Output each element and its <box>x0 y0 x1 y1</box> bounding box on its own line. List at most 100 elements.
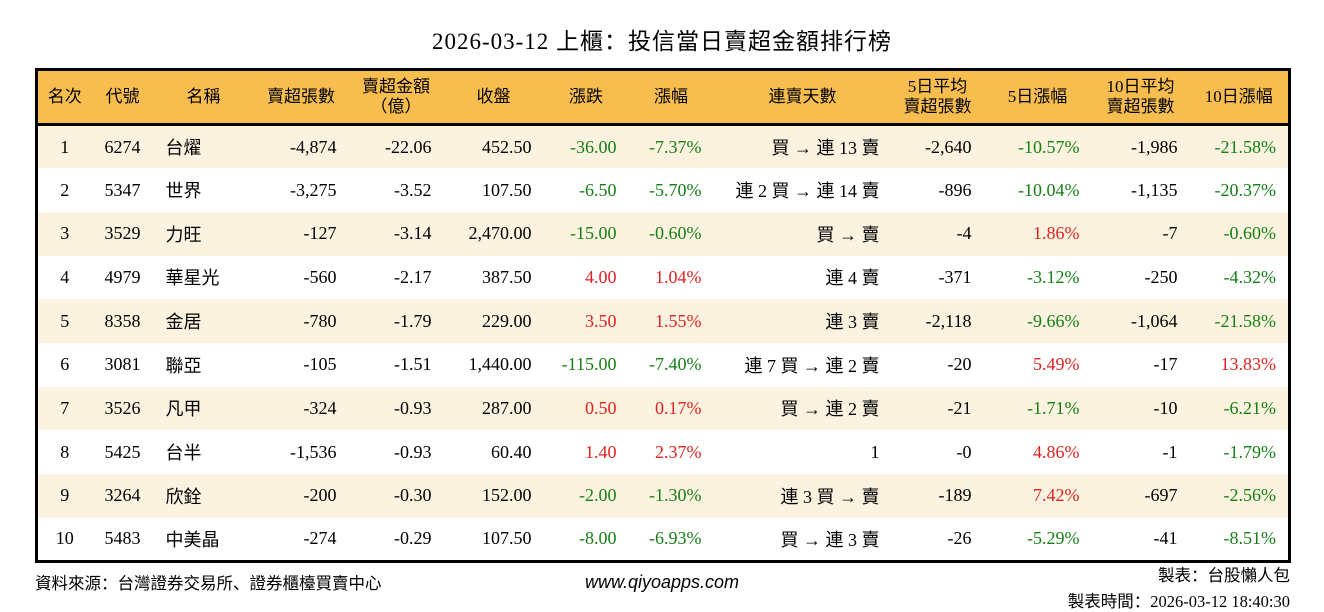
cell-avg5: -2,118 <box>925 310 972 331</box>
cell-pct5: -10.57% <box>1018 136 1080 157</box>
cell-close: 287.00 <box>482 397 532 418</box>
cell-code: 3529 <box>104 223 141 244</box>
cell-sell_amt: -1.51 <box>394 354 432 375</box>
cell-pct5: -3.12% <box>1027 266 1080 287</box>
cell-name: 世界 <box>165 181 202 202</box>
cell-code: 3081 <box>104 354 141 375</box>
cell-avg10: -17 <box>1153 354 1178 375</box>
cell-sell_vol: -4,874 <box>290 136 337 157</box>
table-row: 8 5425 台半 -1,536 -0.93 60.40 1.40 2.37% 1 -0 4.86%… <box>36 430 1290 474</box>
table-row: 10 5483 中美晶 -274 -0.29 107.50 -8.00 -6.93% 買 → 連… <box>36 517 1290 562</box>
column-header-sell_vol: 賣超張數 <box>253 69 349 126</box>
cell-streak: 買 → 連 3 賣 <box>780 529 880 550</box>
cell-chg_pct: -5.70% <box>649 179 702 200</box>
column-header-sell_amt: 賣超金額 （億） <box>348 69 444 126</box>
cell-streak: 連 2 買 → 連 14 賣 <box>735 181 880 202</box>
cell-avg5: -189 <box>938 485 972 506</box>
table-row: 2 5347 世界 -3,275 -3.52 107.50 -6.50 -5.70% 連 2 買… <box>36 168 1290 212</box>
cell-sell_amt: -3.52 <box>394 179 432 200</box>
cell-pct5: -9.66% <box>1027 310 1080 331</box>
cell-sell_amt: -0.93 <box>394 397 432 418</box>
table-header-row: 名次 代號 名稱 賣超張數 賣超金額 （億） 收盤 漲跌 漲幅 連賣天數 5日平均 賣超張數 5日漲… <box>36 69 1290 126</box>
page-title: 2026-03-12 上櫃：投信當日賣超金額排行榜 <box>431 29 893 54</box>
column-header-avg5: 5日平均 賣超張數 <box>891 69 984 126</box>
cell-code: 5347 <box>104 179 141 200</box>
cell-sell_amt: -22.06 <box>385 136 432 157</box>
cell-pct10: -21.58% <box>1214 136 1277 157</box>
cell-streak: 買 → 連 13 賣 <box>771 138 880 159</box>
cell-sell_vol: -200 <box>303 485 337 506</box>
cell-name: 中美晶 <box>165 529 220 550</box>
cell-avg5: -26 <box>947 528 972 549</box>
column-header-code: 代號 <box>91 69 154 126</box>
cell-chg: 3.50 <box>585 310 617 331</box>
cell-avg5: -371 <box>938 266 972 287</box>
cell-avg10: -1,986 <box>1131 136 1178 157</box>
cell-close: 229.00 <box>482 310 532 331</box>
cell-sell_amt: -1.79 <box>394 310 432 331</box>
cell-chg: -115.00 <box>561 354 617 375</box>
column-header-avg10: 10日平均 賣超張數 <box>1091 69 1190 126</box>
column-header-streak: 連賣天數 <box>713 69 892 126</box>
table-header: 名次 代號 名稱 賣超張數 賣超金額 （億） 收盤 漲跌 漲幅 連賣天數 5日平均 賣超張數 5日漲… <box>36 69 1290 126</box>
table-row: 5 8358 金居 -780 -1.79 229.00 3.50 1.55% 連 3 賣 -2,1… <box>36 299 1290 343</box>
cell-sell_vol: -127 <box>303 223 337 244</box>
table-body: 1 6274 台燿 -4,874 -22.06 452.50 -36.00 -7.37% 買 →… <box>36 124 1290 562</box>
cell-code: 5425 <box>104 441 141 462</box>
cell-code: 5483 <box>104 528 141 549</box>
cell-chg: 0.50 <box>585 397 617 418</box>
report-timestamp: 製表時間：2026-03-12 18:40:30 <box>1067 591 1290 611</box>
data-source-note: 資料來源：台灣證券交易所、證券櫃檯買賣中心 <box>35 574 382 593</box>
cell-avg10: -250 <box>1144 266 1178 287</box>
cell-name: 力旺 <box>165 224 202 245</box>
cell-chg: 1.40 <box>585 441 617 462</box>
cell-avg10: -41 <box>1153 528 1178 549</box>
cell-name: 台燿 <box>165 138 202 159</box>
cell-close: 2,470.00 <box>468 223 532 244</box>
cell-pct5: -1.71% <box>1027 397 1080 418</box>
cell-rank: 6 <box>60 354 70 375</box>
cell-avg5: -20 <box>947 354 972 375</box>
cell-name: 華星光 <box>165 268 220 289</box>
cell-pct5: 4.86% <box>1033 441 1080 462</box>
table-row: 7 3526 凡甲 -324 -0.93 287.00 0.50 0.17% 買 → 連 2 賣… <box>36 386 1290 431</box>
report-maker: 製表：台股懶人包 <box>1158 566 1290 585</box>
cell-avg5: -21 <box>947 397 972 418</box>
cell-chg: -15.00 <box>570 223 617 244</box>
cell-avg10: -697 <box>1144 485 1178 506</box>
cell-avg5: -896 <box>938 179 972 200</box>
cell-sell_vol: -105 <box>303 354 337 375</box>
cell-close: 152.00 <box>482 485 532 506</box>
cell-sell_vol: -780 <box>303 310 337 331</box>
cell-streak: 連 3 買 → 賣 <box>780 486 880 507</box>
cell-chg_pct: -7.40% <box>649 354 702 375</box>
table-row: 3 3529 力旺 -127 -3.14 2,470.00 -15.00 -0.60% 買 → … <box>36 211 1290 256</box>
cell-chg_pct: 1.04% <box>655 266 702 287</box>
cell-sell_vol: -560 <box>303 266 337 287</box>
cell-name: 欣銓 <box>165 486 202 507</box>
cell-code: 8358 <box>104 310 141 331</box>
cell-rank: 9 <box>60 485 70 506</box>
cell-chg_pct: -0.60% <box>649 223 702 244</box>
cell-close: 387.50 <box>482 266 532 287</box>
cell-close: 1,440.00 <box>468 354 532 375</box>
sell-ranking-table: 名次 代號 名稱 賣超張數 賣超金額 （億） 收盤 漲跌 漲幅 連賣天數 5日平均 賣超張數 5日漲… <box>35 68 1291 563</box>
cell-streak: 買 → 連 2 賣 <box>780 399 880 420</box>
cell-close: 60.40 <box>491 441 532 462</box>
cell-sell_amt: -2.17 <box>394 266 432 287</box>
column-header-name: 名稱 <box>153 69 254 126</box>
cell-code: 3526 <box>104 397 141 418</box>
cell-rank: 4 <box>60 266 70 287</box>
cell-rank: 5 <box>60 310 70 331</box>
column-header-pct5: 5日漲幅 <box>983 69 1092 126</box>
cell-pct10: -4.32% <box>1223 266 1277 287</box>
cell-streak: 買 → 賣 <box>816 224 880 245</box>
cell-pct10: -0.60% <box>1223 223 1277 244</box>
cell-streak: 1 <box>870 441 880 462</box>
cell-rank: 3 <box>60 223 70 244</box>
column-header-chg_pct: 漲幅 <box>628 69 714 126</box>
cell-rank: 7 <box>60 397 70 418</box>
cell-sell_amt: -3.14 <box>394 223 432 244</box>
cell-rank: 10 <box>55 528 74 549</box>
cell-name: 凡甲 <box>165 399 202 420</box>
